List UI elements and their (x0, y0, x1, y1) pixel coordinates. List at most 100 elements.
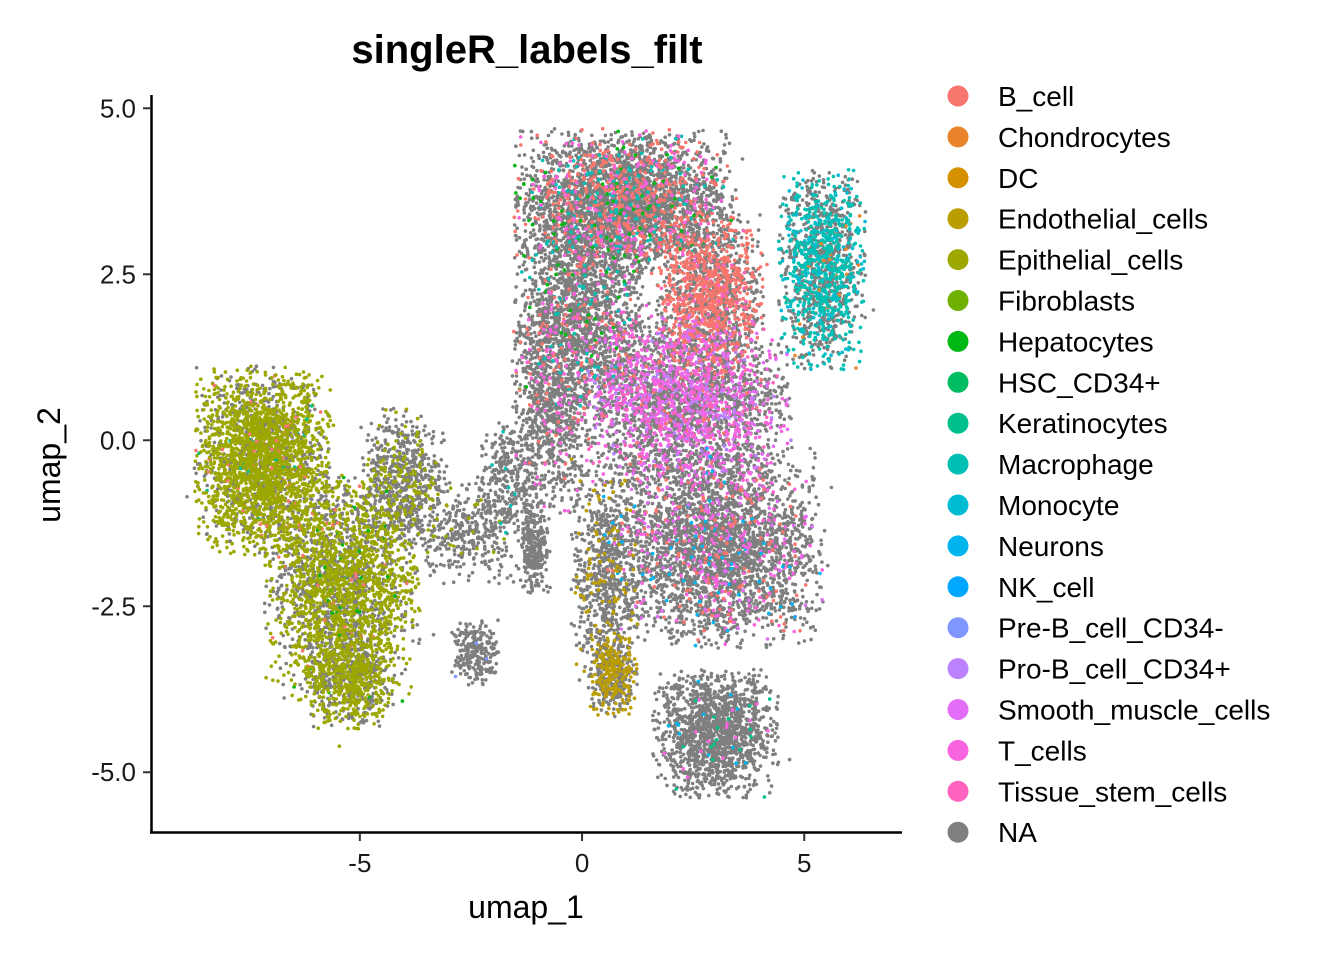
scatter-point (492, 498, 496, 503)
scatter-point (498, 562, 503, 567)
scatter-point (463, 672, 468, 677)
scatter-point (505, 576, 510, 580)
scatter-point (494, 481, 499, 486)
scatter-point (577, 150, 581, 155)
scatter-point (527, 212, 532, 217)
scatter-point (260, 383, 265, 388)
scatter-point (410, 429, 414, 433)
scatter-point (481, 554, 485, 558)
scatter-point (547, 254, 551, 259)
scatter-point (496, 545, 500, 550)
scatter-point (485, 433, 489, 437)
scatter-point (327, 703, 331, 708)
scatter-point (410, 591, 414, 595)
scatter-point (434, 487, 439, 492)
scatter-point (349, 538, 353, 542)
scatter-point (517, 265, 522, 269)
scatter-point (209, 426, 213, 430)
scatter-point (480, 475, 485, 480)
scatter-point (455, 545, 459, 549)
scatter-point (473, 513, 477, 517)
scatter-point (350, 499, 354, 503)
scatter-point (402, 518, 406, 523)
scatter-point (442, 509, 446, 513)
scatter-point (484, 624, 488, 628)
scatter-point (462, 562, 466, 566)
scatter-point (461, 639, 466, 643)
scatter-point (524, 518, 528, 522)
scatter-point (514, 481, 519, 486)
scatter-point (491, 532, 496, 536)
scatter-point (482, 522, 486, 527)
scatter-point (415, 623, 420, 627)
scatter-point (512, 521, 516, 526)
scatter-point (456, 493, 461, 498)
scatter-point (503, 553, 507, 558)
scatter-point (288, 616, 292, 620)
scatter-point (464, 654, 469, 659)
scatter-point (504, 548, 509, 553)
scatter-point (496, 550, 501, 555)
scatter-point (458, 621, 463, 626)
scatter-point (515, 440, 520, 445)
scatter-point (590, 133, 594, 138)
scatter-point (400, 671, 404, 676)
scatter-point (316, 505, 321, 510)
scatter-point (483, 646, 488, 651)
scatter-point (493, 490, 498, 495)
scatter-point (553, 206, 557, 211)
scatter-point (480, 678, 485, 682)
scatter-point (430, 437, 434, 441)
scatter-point (496, 557, 500, 562)
scatter-point (473, 652, 477, 656)
scatter-point (431, 510, 435, 514)
scatter-point (526, 552, 530, 557)
scatter-point (456, 638, 461, 643)
scatter-point (525, 468, 529, 473)
scatter-point (411, 454, 415, 458)
scatter-point (518, 578, 523, 582)
scatter-point (465, 487, 470, 492)
scatter-point (291, 673, 296, 677)
scatter-point (529, 156, 534, 160)
scatter-point (515, 474, 520, 479)
scatter-point (465, 661, 469, 665)
scatter-point (594, 165, 598, 169)
scatter-point (495, 536, 499, 540)
scatter-point (404, 420, 409, 424)
scatter-point (262, 601, 267, 606)
scatter-point (432, 505, 437, 510)
scatter-point (199, 438, 203, 443)
scatter-point (411, 432, 415, 437)
scatter-point (438, 542, 443, 547)
scatter-point (510, 478, 515, 483)
scatter-point (454, 498, 458, 503)
scatter-point (453, 559, 457, 564)
scatter-point (437, 528, 442, 532)
scatter-point (221, 393, 226, 398)
scatter-point (491, 475, 496, 480)
scatter-point (499, 434, 504, 438)
scatter-point (374, 436, 378, 440)
scatter-point (692, 169, 696, 174)
scatter-point (445, 489, 450, 494)
scatter-point (508, 437, 513, 442)
scatter-point (194, 471, 198, 476)
scatter-point (652, 256, 657, 261)
scatter-point (539, 508, 544, 513)
scatter-point (504, 545, 509, 549)
scatter-point (497, 477, 502, 481)
scatter-point (534, 495, 539, 500)
scatter-point (439, 457, 444, 462)
scatter-point (478, 671, 482, 675)
scatter-point (330, 486, 335, 491)
scatter-point (318, 453, 322, 458)
scatter-point (496, 495, 501, 500)
scatter-point (529, 129, 534, 134)
scatter-point (407, 522, 411, 527)
scatter-point (229, 375, 233, 379)
scatter-point (462, 669, 467, 673)
scatter-point (516, 539, 521, 543)
scatter-point (220, 415, 225, 419)
scatter-point (442, 438, 446, 443)
